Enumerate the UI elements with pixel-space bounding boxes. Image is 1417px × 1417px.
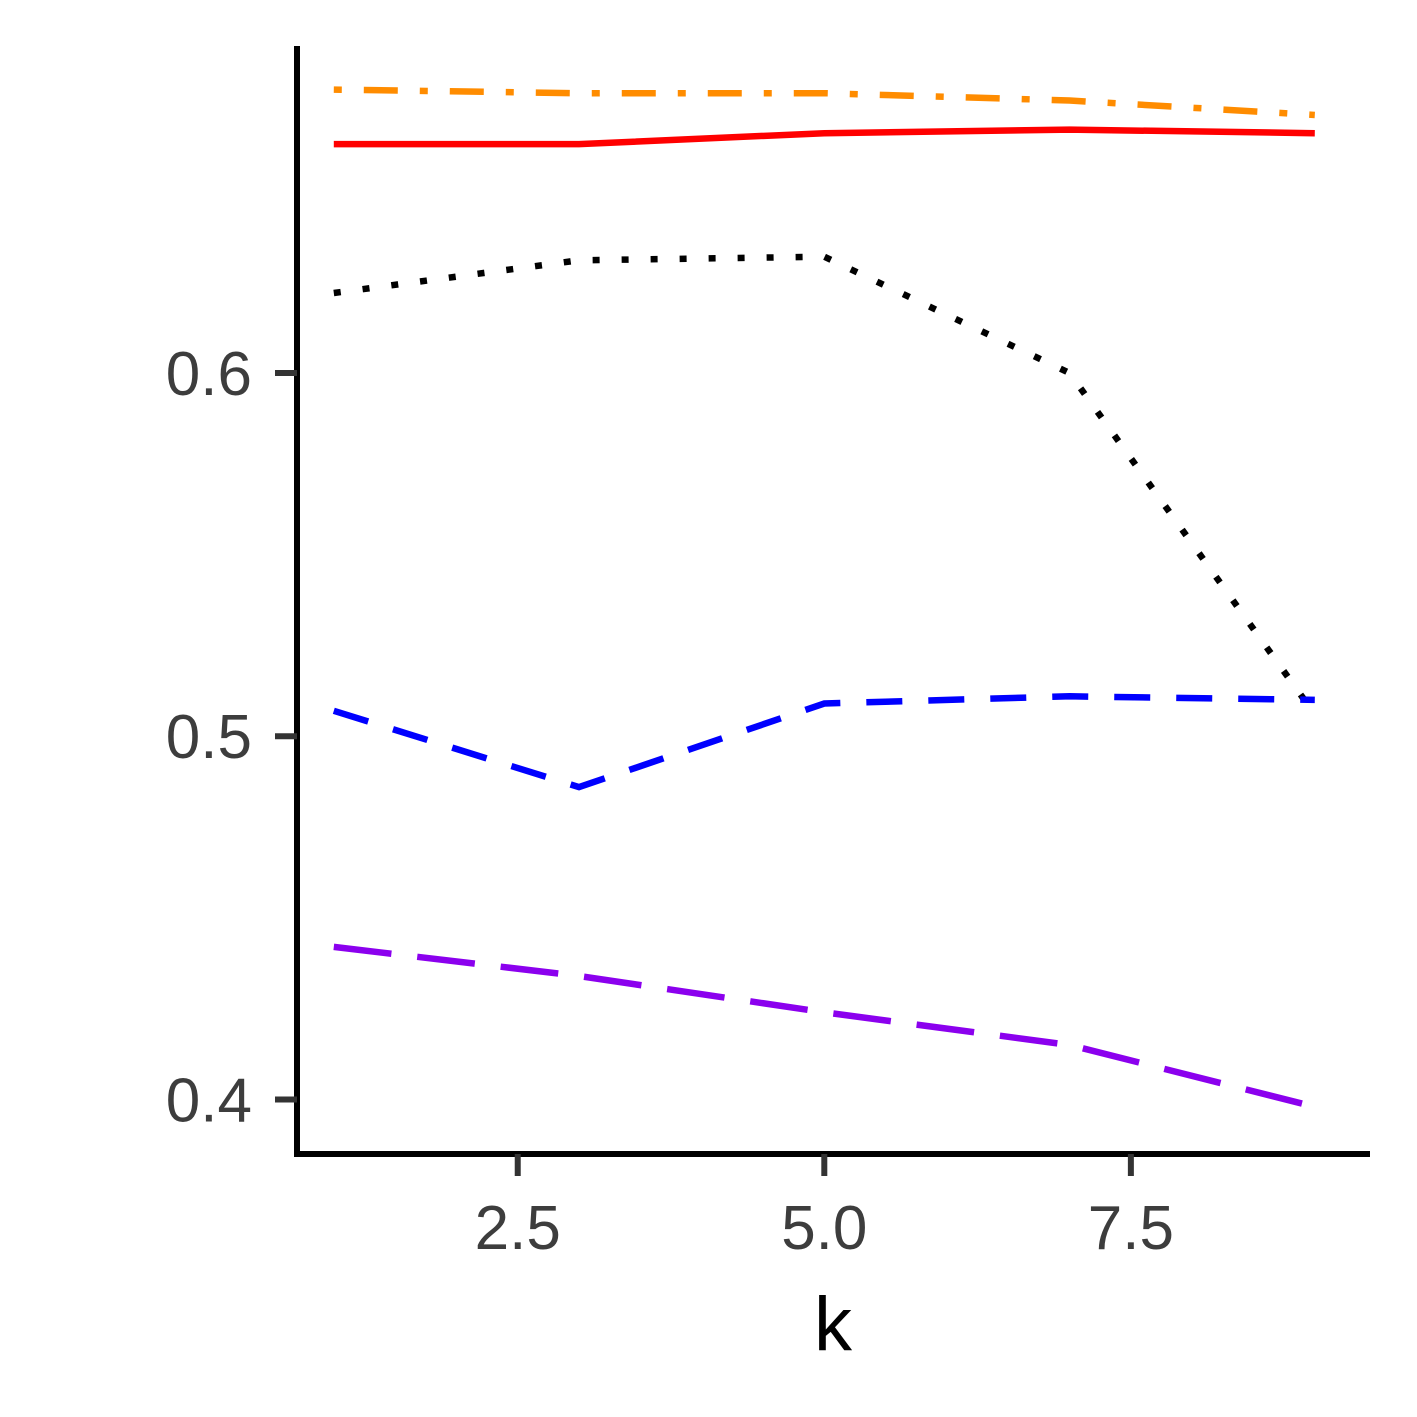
x-axis-title: k <box>814 1282 853 1367</box>
series-line-5 <box>333 943 1316 1110</box>
y-tick-label: 0.5 <box>166 703 252 772</box>
series-line-2 <box>333 126 1315 148</box>
x-tick-label: 7.5 <box>1088 1194 1174 1263</box>
x-tick-label: 2.5 <box>475 1194 561 1263</box>
x-tick-label: 5.0 <box>781 1194 867 1263</box>
series-line-4 <box>332 693 1315 791</box>
series-layer <box>332 86 1318 1110</box>
y-tick-label: 0.6 <box>166 340 252 409</box>
series-line-3 <box>333 253 1318 717</box>
series-line-1 <box>333 86 1315 119</box>
y-tick-label: 0.4 <box>166 1067 252 1136</box>
y-axis-ticks: 0.4 0.5 0.6 <box>166 340 297 1136</box>
x-axis-ticks: 2.5 5.0 7.5 <box>475 1154 1174 1263</box>
